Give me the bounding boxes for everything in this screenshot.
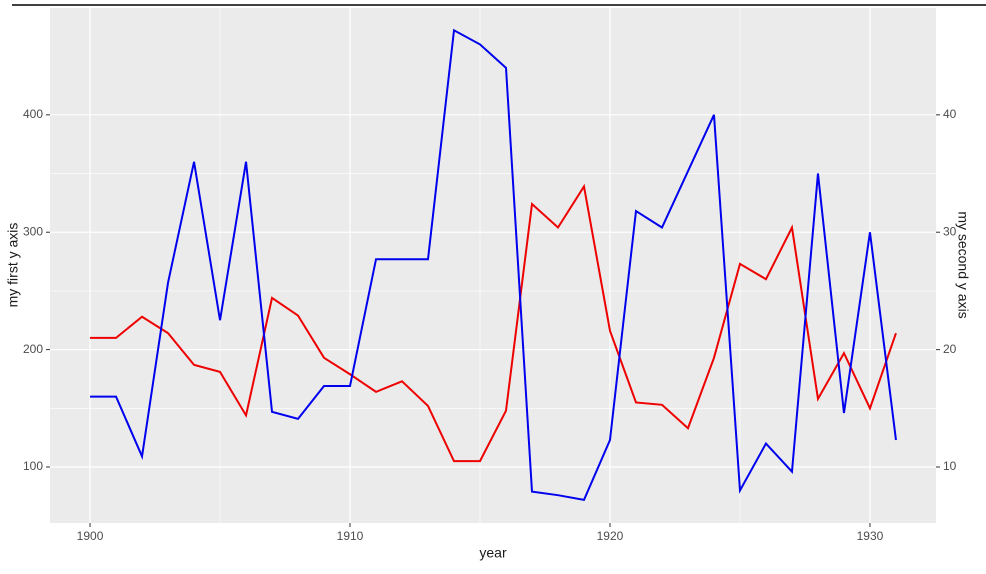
y2-tick-label: 10 (943, 459, 957, 473)
y2-tick-label: 30 (943, 224, 957, 238)
y-tick-label: 100 (23, 459, 43, 473)
line-series (90, 183, 897, 463)
y-tick-label: 400 (23, 107, 43, 121)
y-tick-label: 300 (23, 224, 43, 238)
y-tick-label: 200 (23, 342, 43, 356)
y-axis-title: my first y axis (5, 223, 21, 308)
line-series (90, 28, 897, 501)
x-tick-label: 1900 (77, 529, 104, 543)
x-tick-label: 1910 (337, 529, 364, 543)
x-axis-title: year (479, 545, 507, 561)
x-tick-label: 1920 (597, 529, 624, 543)
y2-axis-title: my second y axis (955, 211, 971, 318)
y2-tick-label: 20 (943, 342, 957, 356)
y2-tick-label: 40 (943, 107, 957, 121)
plot (90, 28, 897, 501)
panel (50, 8, 936, 523)
x-tick-label: 1930 (857, 529, 884, 543)
